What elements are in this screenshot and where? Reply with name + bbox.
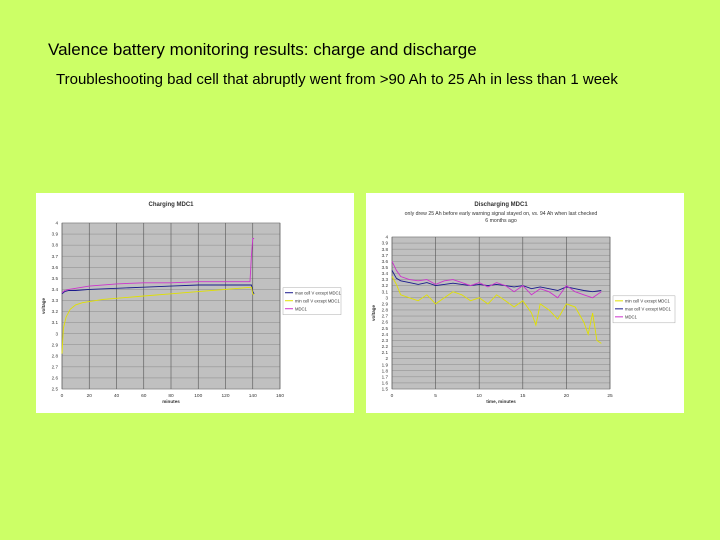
x-tick-label: 20	[564, 393, 570, 399]
y-axis-label: voltage	[371, 305, 376, 322]
y-tick-label: 3.9	[52, 232, 59, 237]
y-tick-label: 1.7	[382, 374, 389, 379]
x-tick-label: 140	[249, 393, 257, 399]
x-tick-label: 100	[194, 393, 202, 399]
y-tick-label: 4	[385, 235, 388, 240]
y-tick-label: 3.3	[382, 277, 389, 282]
charging-chart-svg: Charging MDC1 4 3.9 3.8 3.7 3.6 3.5 3.4 3.3 3.2 3.…	[41, 202, 342, 404]
y-tick-label: 3	[385, 295, 388, 300]
series-line-min-cell-v-except-mdc1	[61, 286, 255, 354]
y-tick-label: 2.5	[382, 326, 389, 331]
slide-subtitle: Troubleshooting bad cell that abruptly w…	[56, 71, 618, 88]
y-tick-label: 2.5	[52, 387, 59, 392]
y-tick-label: 3.8	[382, 247, 389, 252]
y-tick-label: 3	[55, 331, 58, 336]
x-tick-label: 160	[276, 393, 284, 399]
series-line-min-cell-v-except-mdc1	[391, 276, 602, 344]
series-line-max-cell-v-except-mdc1	[61, 284, 255, 295]
y-tick-label: 2.7	[382, 314, 389, 319]
discharging-chart-svg: Discharging MDC1 only drew 25 Ah before e…	[371, 202, 676, 404]
plot-area	[391, 236, 611, 390]
x-tick-label: 5	[434, 393, 437, 399]
x-tick-label: 15	[520, 393, 526, 399]
x-axis-label: time, minutes	[486, 399, 516, 404]
y-tick-label: 1.8	[382, 368, 389, 373]
y-tick-label: 3.6	[52, 265, 59, 270]
legend-label: max cell V except MDC1	[295, 290, 342, 295]
y-tick-label: 3.3	[52, 298, 59, 303]
y-tick-label: 3.2	[382, 283, 389, 288]
x-tick-label: 60	[141, 393, 147, 399]
y-axis-label: voltage	[41, 298, 46, 315]
legend-box	[612, 295, 676, 324]
chart-subtitle-line: 6 months ago	[485, 218, 517, 224]
y-tick-label: 2.3	[382, 338, 389, 343]
x-tick-label: 120	[221, 393, 229, 399]
y-tick-label: 4	[55, 221, 58, 226]
legend-label: min cell V except MDC1	[295, 298, 340, 303]
y-tick-label: 2.2	[382, 344, 389, 349]
y-tick-label: 2.8	[52, 353, 59, 358]
legend-label: max cell V except MDC1	[625, 306, 672, 311]
series-line-mdc1	[391, 261, 602, 299]
legend-label: MDC1	[625, 314, 638, 319]
y-tick-label: 2.8	[382, 308, 389, 313]
x-tick-label: 80	[168, 393, 174, 399]
chart-title: Discharging MDC1	[474, 202, 528, 208]
y-tick-label: 2.6	[382, 320, 389, 325]
y-tick-label: 3.7	[52, 254, 59, 259]
y-tick-label: 1.9	[382, 362, 389, 367]
y-tick-label: 3.4	[382, 271, 389, 276]
y-tick-label: 2.1	[382, 350, 389, 355]
y-tick-label: 3.9	[382, 241, 389, 246]
y-tick-label: 1.6	[382, 381, 389, 386]
y-tick-label: 3.5	[52, 276, 59, 281]
chart-title: Charging MDC1	[149, 202, 195, 208]
x-tick-label: 0	[61, 393, 64, 399]
x-tick-label: 40	[114, 393, 120, 399]
y-tick-label: 2	[385, 356, 388, 361]
y-tick-label: 3.1	[52, 320, 59, 325]
x-tick-label: 20	[87, 393, 93, 399]
y-tick-label: 3.2	[52, 309, 59, 314]
legend-label: min cell V except MDC1	[625, 298, 670, 303]
charging-chart: Charging MDC1 4 3.9 3.8 3.7 3.6 3.5 3.4 3.3 3.2 3.…	[36, 193, 354, 413]
y-tick-label: 3.7	[382, 253, 389, 258]
x-tick-label: 10	[477, 393, 483, 399]
y-tick-label: 3.6	[382, 259, 389, 264]
series-line-mdc1	[61, 238, 255, 294]
discharging-chart: Discharging MDC1 only drew 25 Ah before e…	[366, 193, 684, 413]
y-tick-label: 2.4	[382, 332, 389, 337]
y-tick-label: 3.5	[382, 265, 389, 270]
slide-title: Valence battery monitoring results: char…	[48, 40, 477, 59]
y-tick-label: 2.6	[52, 376, 59, 381]
y-tick-label: 2.7	[52, 364, 59, 369]
legend-label: MDC1	[295, 306, 308, 311]
x-axis-label: minutes	[162, 399, 180, 404]
y-tick-label: 2.9	[52, 342, 59, 347]
x-tick-label: 0	[391, 393, 394, 399]
x-tick-label: 25	[607, 393, 613, 399]
y-tick-label: 3.4	[52, 287, 59, 292]
y-tick-label: 3.1	[382, 289, 389, 294]
y-tick-label: 3.8	[52, 243, 59, 248]
chart-subtitle-line: only drew 25 Ah before early warning sig…	[405, 211, 598, 217]
y-tick-label: 2.9	[382, 301, 389, 306]
y-tick-label: 1.5	[382, 387, 389, 392]
